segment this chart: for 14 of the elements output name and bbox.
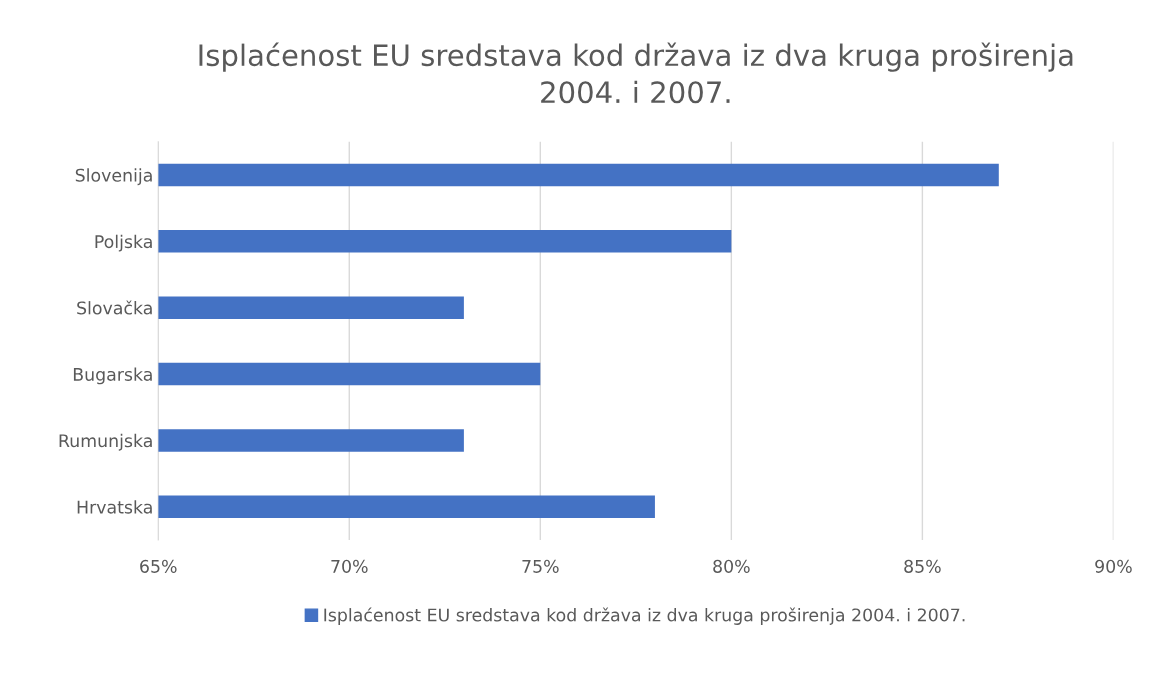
chart-title: Isplaćenost EU sredstava kod država iz dva kruga proširenja 2004. i 2007. bbox=[199, 42, 1073, 104]
y-tick-label: Poljska bbox=[95, 234, 152, 252]
y-tick-label: Slovačka bbox=[77, 300, 152, 315]
y-tick-label: Bugarska bbox=[73, 367, 152, 385]
x-tick-label: 65% bbox=[140, 559, 177, 573]
x-tick-label: 80% bbox=[713, 559, 750, 573]
x-tick-label: 70% bbox=[331, 559, 368, 573]
y-tick-label: Hrvatska bbox=[77, 500, 152, 514]
x-tick-label: 85% bbox=[904, 559, 941, 573]
legend-label: Isplaćenost EU sredstava kod država iz dva kruga proširenja 2004. i 2007. bbox=[324, 607, 965, 625]
y-tick-label: Slovenija bbox=[75, 168, 152, 186]
x-tick-label: 90% bbox=[1095, 559, 1132, 573]
x-tick-label: 75% bbox=[522, 559, 559, 573]
y-tick-label: Rumunjska bbox=[59, 433, 152, 451]
